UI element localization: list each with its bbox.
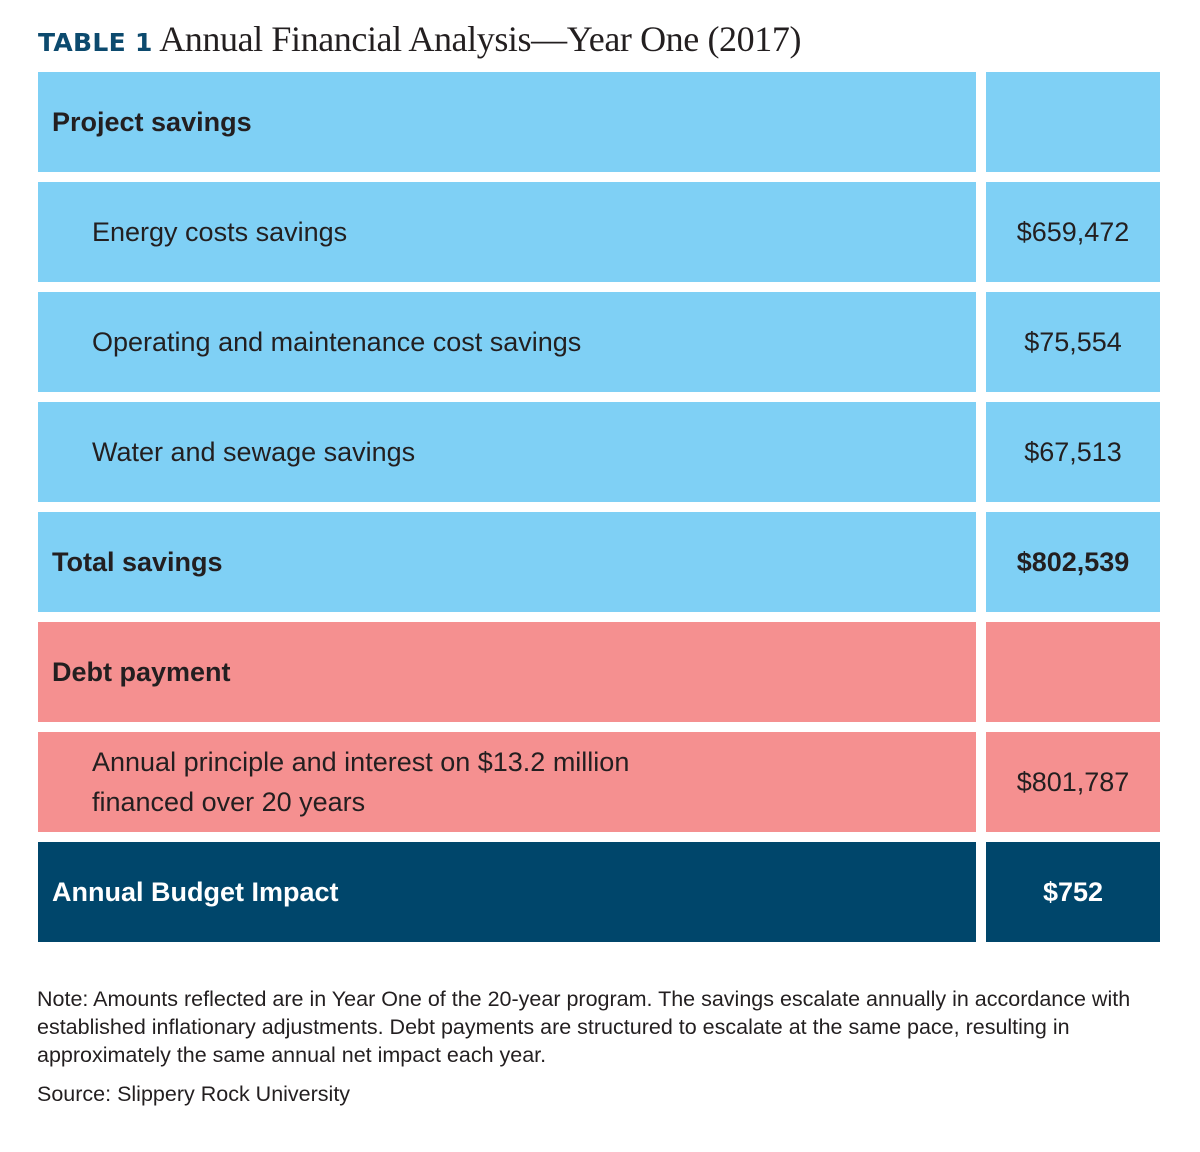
table-row-water-sewage: Water and sewage savings $67,513 [38, 402, 1160, 502]
row-label: Debt payment [38, 622, 976, 722]
table-row-annual-principle: Annual principle and interest on $13.2 m… [38, 732, 1160, 832]
row-value: $801,787 [986, 732, 1160, 832]
row-label: Annual principle and interest on $13.2 m… [38, 732, 976, 832]
row-label: Water and sewage savings [38, 402, 976, 502]
table-row-operating-maintenance: Operating and maintenance cost savings $… [38, 292, 1160, 392]
row-value: $67,513 [986, 402, 1160, 502]
row-value: $752 [986, 842, 1160, 942]
table-row-total-savings: Total savings $802,539 [38, 512, 1160, 612]
table-row-budget-impact: Annual Budget Impact $752 [38, 842, 1160, 942]
row-value: $75,554 [986, 292, 1160, 392]
row-value [986, 622, 1160, 722]
table-title: TABLE 1 Annual Financial Analysis—Year O… [38, 18, 801, 60]
table-row-project-savings: Project savings [38, 72, 1160, 172]
row-label: Project savings [38, 72, 976, 172]
table-number-label: TABLE 1 [38, 28, 153, 57]
row-value: $802,539 [986, 512, 1160, 612]
row-label: Operating and maintenance cost savings [38, 292, 976, 392]
table-title-text: Annual Financial Analysis—Year One (2017… [159, 19, 802, 59]
row-label: Annual Budget Impact [38, 842, 976, 942]
row-label-line: financed over 20 years [92, 787, 366, 817]
row-label: Total savings [38, 512, 976, 612]
table-row-energy-costs: Energy costs savings $659,472 [38, 182, 1160, 282]
table-note: Note: Amounts reflected are in Year One … [37, 987, 1131, 1067]
financial-table: Project savings Energy costs savings $65… [38, 72, 1160, 942]
row-label-line: Annual principle and interest on $13.2 m… [92, 747, 630, 777]
table-row-debt-payment: Debt payment [38, 622, 1160, 722]
row-value [986, 72, 1160, 172]
table-source: Source: Slippery Rock University [37, 1082, 351, 1106]
row-value: $659,472 [986, 182, 1160, 282]
row-label: Energy costs savings [38, 182, 976, 282]
